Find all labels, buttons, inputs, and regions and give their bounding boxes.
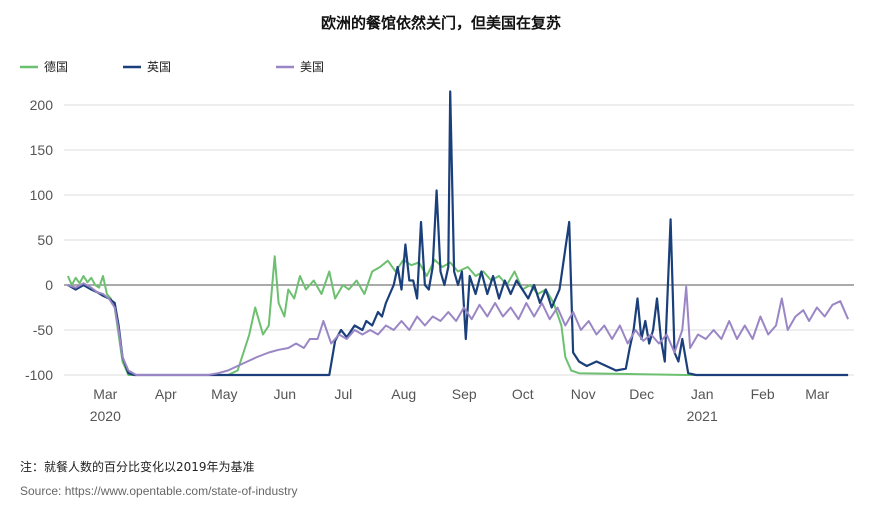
x-tick-label: Dec	[629, 386, 654, 402]
series-lines	[66, 90, 850, 377]
x-tick-label: Mar	[93, 386, 117, 402]
x-tick-label: Feb	[751, 386, 775, 402]
legend: 德国 英国 美国	[20, 59, 324, 74]
y-tick-label: -100	[25, 367, 53, 383]
series-line-2	[67, 282, 850, 376]
x-axis-ticks: Mar 2020 Apr May Jun Jul Aug Sep Oct Nov Dec Jan 202…	[90, 386, 830, 424]
x-tick-label: Oct	[512, 386, 534, 402]
y-tick-label: -50	[33, 322, 53, 338]
x-tick-label: Sep	[452, 386, 477, 402]
x-tick-year-label: 2021	[687, 408, 718, 424]
x-tick-label: Nov	[571, 386, 596, 402]
source-credit: Source: https://www.opentable.com/state-…	[20, 484, 298, 498]
legend-label: 美国	[300, 60, 324, 74]
y-tick-label: 200	[30, 97, 54, 113]
chart-note: 注：就餐人数的百分比变化以2019年为基准	[20, 460, 255, 474]
x-tick-label: Jul	[334, 386, 352, 402]
series-line-0	[66, 255, 849, 376]
x-tick-label: Aug	[391, 386, 416, 402]
y-axis-ticks: -100 -50 0 50 100 150 200	[25, 97, 53, 383]
y-tick-label: 150	[30, 142, 54, 158]
legend-label: 英国	[147, 60, 171, 74]
x-tick-label: May	[211, 386, 237, 402]
x-tick-year-label: 2020	[90, 408, 121, 424]
x-tick-label: Jan	[691, 386, 714, 402]
series-line-1	[67, 90, 849, 377]
legend-item-0: 德国	[20, 59, 68, 74]
legend-label: 德国	[44, 59, 68, 74]
legend-item-2: 美国	[276, 60, 324, 74]
y-tick-label: 100	[30, 187, 54, 203]
y-tick-label: 0	[45, 277, 53, 293]
y-tick-label: 50	[37, 232, 53, 248]
legend-item-1: 英国	[123, 60, 171, 74]
chart-title: 欧洲的餐馆依然关门，但美国在复苏	[320, 14, 561, 32]
x-tick-label: Jun	[273, 386, 296, 402]
x-tick-label: Mar	[805, 386, 829, 402]
x-tick-label: Apr	[155, 386, 177, 402]
